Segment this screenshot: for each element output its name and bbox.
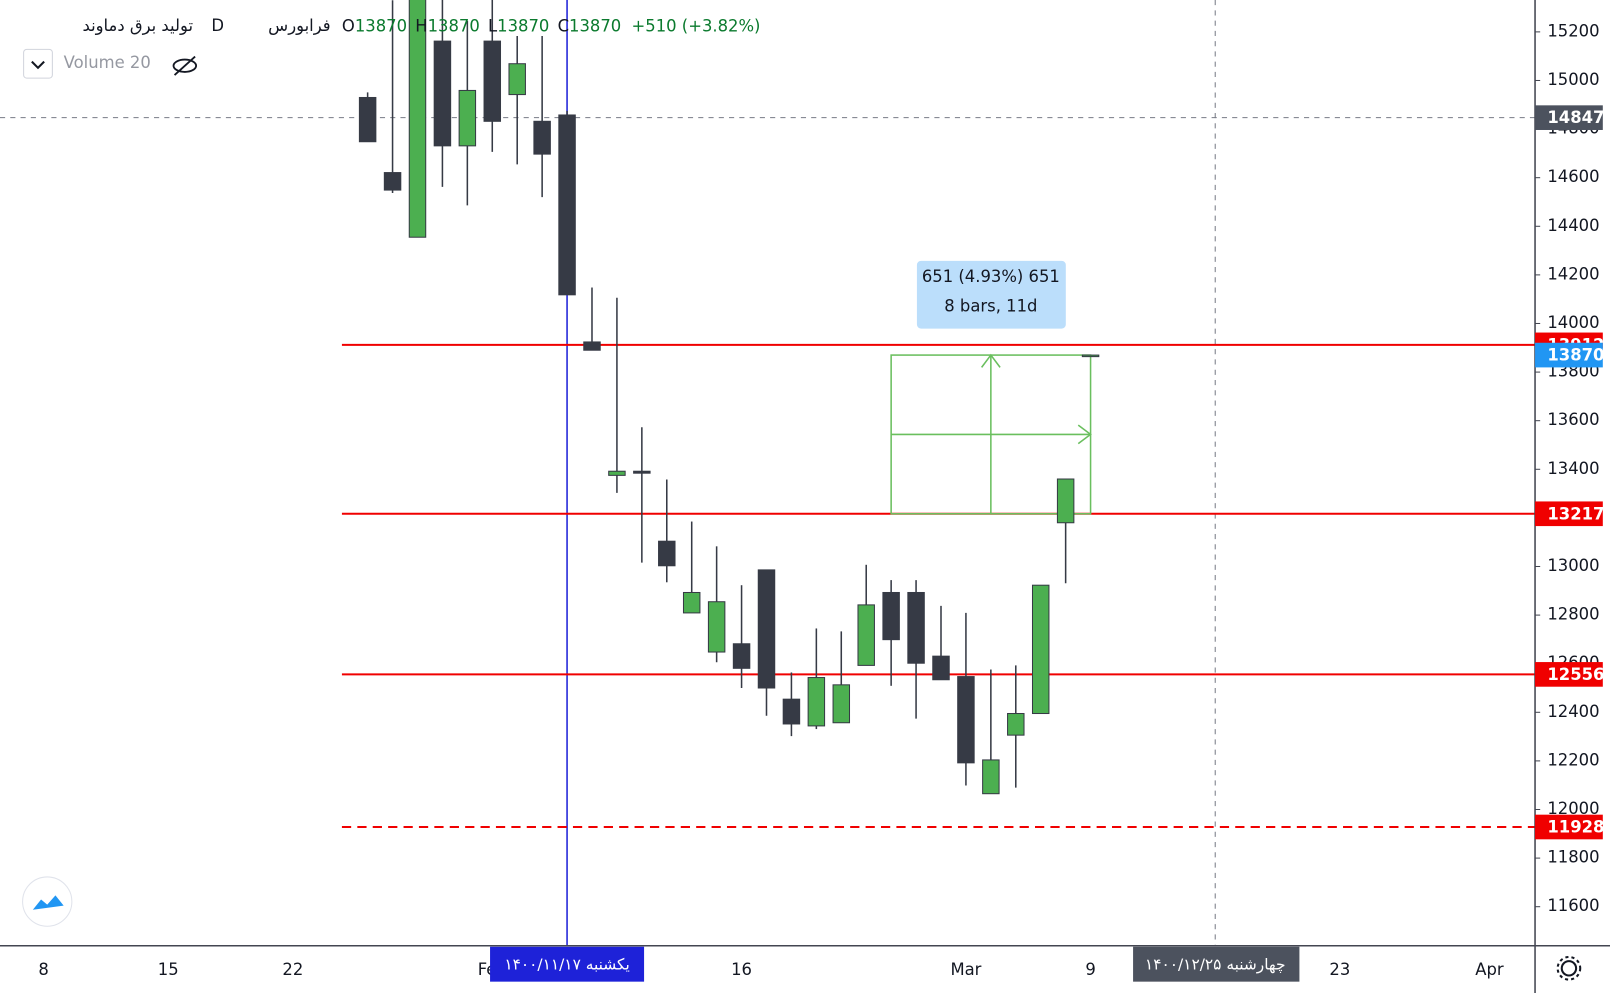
measure-arrowhead — [980, 353, 1001, 368]
indicator-label: Volume 20 — [64, 53, 151, 72]
candle-body — [732, 643, 751, 669]
y-tick-label: 12800 — [1547, 605, 1599, 624]
symbol: تولید برق دماوند — [82, 16, 193, 36]
crosshair-price-label-box — [1535, 105, 1603, 130]
logo[interactable] — [22, 876, 73, 927]
candle-body — [707, 601, 726, 653]
candle-body — [932, 655, 950, 681]
candle-body — [782, 698, 801, 725]
candle-body — [583, 341, 601, 351]
candle-body — [857, 604, 875, 666]
y-tick-label: 13400 — [1547, 459, 1599, 478]
y-tick-label: 11800 — [1547, 848, 1599, 867]
measure-label: 651 (4.93%) 651 — [922, 267, 1060, 286]
y-tick-label: 14600 — [1547, 167, 1599, 186]
candle-body — [608, 470, 626, 476]
ohlc-label: C — [558, 16, 569, 35]
candle-body — [383, 172, 402, 191]
change: +510 (+3.82%) — [632, 16, 761, 35]
y-tick-label: 12000 — [1547, 799, 1599, 818]
candle-body — [633, 470, 651, 474]
candle-body — [807, 677, 826, 727]
y-tick-label: 12400 — [1547, 702, 1599, 721]
marker-date: یکشنبه ۱۴۰۰/۱۱/۱۷ — [504, 956, 629, 974]
crosshair-price-label: 14847 — [1547, 108, 1604, 127]
candle-body — [483, 40, 502, 122]
hide-icon[interactable] — [172, 55, 198, 76]
y-tick-label: 11600 — [1547, 896, 1599, 915]
interval: D — [211, 16, 224, 35]
logo-icon — [32, 895, 64, 910]
level-label-box — [1535, 814, 1603, 840]
marker-date-box — [490, 946, 645, 982]
ohlc-label: H — [415, 16, 427, 35]
y-tick-label: 14200 — [1547, 264, 1599, 283]
ohlc-value: 13870 — [497, 16, 549, 35]
candle-body — [882, 591, 900, 641]
candle-body — [408, 0, 427, 238]
x-tick-label: Mar — [950, 960, 981, 979]
ohlc-value: 13870 — [428, 16, 480, 35]
level-label-box — [1535, 501, 1603, 527]
level-label: 13217 — [1547, 504, 1604, 523]
ohlc-value: 13870 — [355, 16, 407, 35]
y-tick-label: 15000 — [1547, 70, 1599, 89]
x-tick-label: 9 — [1085, 960, 1095, 979]
candle-body — [907, 591, 925, 664]
settings-icon[interactable] — [1556, 955, 1582, 981]
measure-label-box — [916, 260, 1066, 329]
candle-body — [1081, 354, 1100, 358]
candle-body — [957, 676, 975, 764]
candle-body — [757, 569, 776, 689]
ohlc-header: O13870 H13870 L13870 C13870 +510 (+3.82%) — [342, 16, 761, 35]
candle-body — [558, 114, 576, 296]
measure-arrowhead — [1077, 424, 1092, 445]
level-label: 11928 — [1547, 818, 1604, 837]
ohlc-label: L — [488, 16, 498, 35]
x-tick-label: 22 — [282, 960, 303, 979]
candle-body — [1031, 584, 1050, 715]
candle-body — [433, 40, 452, 147]
candle-body — [533, 120, 551, 155]
level-label: 12556 — [1547, 665, 1604, 684]
last-price-label-box — [1535, 342, 1603, 368]
candle-body — [458, 89, 477, 147]
candle-body — [982, 759, 1000, 795]
x-tick-label: 8 — [38, 960, 48, 979]
x-tick-label: 16 — [731, 960, 752, 979]
measure-label: 8 bars, 11d — [944, 297, 1037, 316]
y-tick-label: 14400 — [1547, 216, 1599, 235]
y-tick-label: 13000 — [1547, 556, 1599, 575]
candle-body — [682, 591, 701, 614]
candle-body — [358, 96, 377, 143]
chevron-icon — [31, 60, 45, 70]
candle-body — [1007, 712, 1025, 736]
candle-body — [832, 684, 851, 724]
y-tick-label: 13600 — [1547, 410, 1599, 429]
y-tick-label: 15200 — [1547, 21, 1599, 40]
exchange: فرابورس — [268, 16, 330, 36]
crosshair-date: چهارشنبه ۱۴۰۰/۱۲/۲۵ — [1145, 956, 1286, 975]
ohlc-value: 13870 — [569, 16, 621, 35]
x-tick-label: Apr — [1475, 960, 1504, 979]
candle-body — [1056, 478, 1075, 524]
candle-body — [658, 540, 676, 567]
candle-body — [508, 63, 526, 96]
ohlc-label: O — [342, 16, 355, 35]
collapse-button[interactable] — [23, 48, 53, 79]
y-tick-label: 14000 — [1547, 313, 1599, 332]
x-tick-label: 23 — [1329, 960, 1350, 979]
level-label-box — [1535, 662, 1603, 687]
x-tick-label: 15 — [158, 960, 179, 979]
y-tick-label: 12200 — [1547, 750, 1599, 769]
last-price-label: 13870 — [1547, 346, 1604, 365]
crosshair-date-box — [1133, 946, 1300, 982]
